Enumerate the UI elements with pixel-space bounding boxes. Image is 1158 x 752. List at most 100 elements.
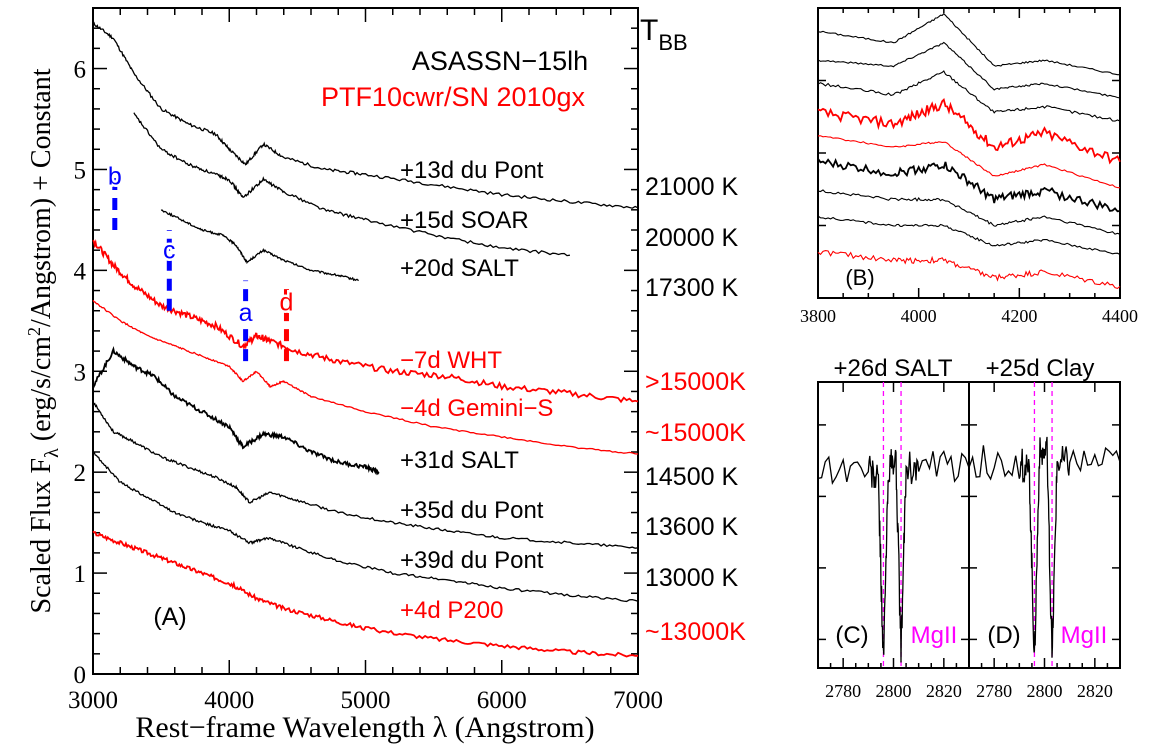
temperature-label: 20000 K	[645, 224, 738, 252]
spectrum-line	[817, 158, 1121, 213]
x-tick-label: 4000	[901, 306, 937, 326]
tbb-header-sub: BB	[658, 30, 687, 55]
x-tick-label: 2820	[926, 681, 962, 701]
panel-a-ticks: 3000 4000 5000 6000 7000 0 1 2 3 4 5 6	[68, 8, 663, 714]
series-label: +35d du Pont	[400, 497, 544, 524]
y-tick-label: 3	[74, 359, 87, 386]
spectrum-line	[92, 345, 380, 476]
spectrum-line	[817, 12, 1120, 76]
x-tick-label: 2820	[1077, 681, 1113, 701]
x-tick-label: 2800	[876, 681, 912, 701]
panel-c-title: +26d SALT	[834, 355, 953, 382]
tbb-header: TBB	[640, 14, 688, 55]
panel-d-ticks: 2780 2800 2820	[969, 382, 1120, 701]
x-tick-label: 4000	[204, 687, 254, 714]
panel-b: 3800 4000 4200 4400 (B)	[800, 7, 1138, 326]
spectrum-line	[817, 449, 970, 663]
temperature-label: 17300 K	[645, 274, 738, 302]
series-label: +31d SALT	[400, 447, 519, 474]
panel-b-series	[817, 12, 1121, 290]
y-tick-label: 2	[74, 460, 87, 487]
panel-d-series	[968, 436, 1121, 658]
tbb-header-main: T	[640, 14, 658, 47]
panel-b-ticks: 3800 4000 4200 4400	[800, 8, 1138, 326]
y-tick-label: 0	[74, 662, 87, 689]
series-label: +20d SALT	[400, 255, 519, 282]
series-label: +13d du Pont	[400, 157, 544, 184]
spectrum-line	[817, 41, 1121, 99]
temperature-label: 13600 K	[645, 513, 738, 541]
series-label: +4d P200	[400, 597, 503, 624]
series-label: +15d SOAR	[400, 207, 529, 234]
y-axis-label-sub: λ	[41, 448, 63, 458]
panel-c-mgii-label: MgII	[911, 622, 958, 649]
y-tick-label: 6	[74, 57, 87, 84]
series-label: +39d du Pont	[400, 547, 544, 574]
spectrum-line	[92, 21, 639, 209]
spectrum-line	[160, 209, 359, 282]
panel-d-mgii-label: MgII	[1061, 622, 1108, 649]
y-axis-label-prefix: Scaled Flux F	[26, 458, 57, 614]
spectrum-line	[817, 250, 1121, 290]
x-tick-label: 4200	[1001, 306, 1037, 326]
feature-label: a	[239, 299, 253, 327]
panel-d-title: +25d Clay	[986, 355, 1095, 382]
panel-c-label: (C)	[835, 622, 868, 649]
panel-c-ticks: 2780 2800 2820	[818, 382, 969, 701]
spectrum-line	[817, 70, 1121, 122]
temperature-label: 14500 K	[645, 463, 738, 491]
x-tick-label: 2780	[976, 681, 1012, 701]
legend-ptf: PTF10cwr/SN 2010gx	[321, 82, 586, 112]
panel-c: 2780 2800 2820 +26d SALT (C) MgII	[817, 355, 970, 701]
spectrum-line	[92, 451, 639, 603]
panel-a-series-labels: +13d du Pont +15d SOAR +20d SALT −7d WHT −4d…	[400, 157, 553, 624]
x-tick-label: 3000	[68, 687, 118, 714]
x-tick-label: 7000	[613, 687, 663, 714]
legend-asassn: ASASSN−15lh	[412, 46, 588, 76]
x-tick-label: 5000	[341, 687, 391, 714]
spectrum-line	[133, 112, 570, 257]
panel-a-annotations: b c a d	[105, 160, 296, 362]
spectrum-line	[968, 436, 1121, 658]
feature-label: d	[280, 289, 294, 317]
y-axis-label-mid: (erg/s/cm	[26, 336, 57, 448]
temperature-label: 13000 K	[645, 564, 738, 592]
spectrum-line	[92, 299, 639, 455]
spectrum-line	[817, 97, 1121, 165]
y-axis-label-sup: 2	[24, 327, 44, 336]
spectrum-line	[817, 215, 1121, 255]
temperature-label: ~13000K	[645, 618, 746, 646]
temperature-label: ~15000K	[645, 419, 746, 447]
y-tick-label: 4	[74, 258, 87, 285]
x-tick-label: 4400	[1102, 306, 1138, 326]
panel-d-label: (D)	[987, 622, 1020, 649]
temperature-label: >15000K	[645, 368, 746, 396]
x-tick-label: 3800	[800, 306, 836, 326]
spectrum-line	[92, 401, 639, 549]
panel-a-temperatures: 21000 K 20000 K 17300 K >15000K ~15000K 14500…	[645, 173, 746, 646]
x-tick-label: 6000	[477, 687, 527, 714]
series-label: −7d WHT	[400, 347, 502, 374]
panel-a: 3000 4000 5000 6000 7000 0 1 2 3 4 5 6 b c a d +13d du…	[24, 7, 746, 744]
y-tick-label: 5	[74, 157, 87, 184]
spectrum-line	[92, 238, 639, 404]
x-tick-label: 2800	[1027, 681, 1063, 701]
panel-a-label: (A)	[153, 603, 186, 631]
panel-c-series	[817, 449, 970, 663]
panel-d-line-markers	[1033, 382, 1053, 668]
panel-d: 2780 2800 2820 +25d Clay (D) MgII	[968, 355, 1121, 701]
y-axis-label-suffix: /Angstrom) + Constant	[26, 68, 57, 327]
spectrum-line	[817, 189, 1121, 235]
y-tick-label: 1	[74, 561, 87, 588]
panel-b-frame	[817, 7, 1121, 299]
series-label: −4d Gemini−S	[400, 395, 553, 422]
x-tick-label: 2780	[825, 681, 861, 701]
x-axis-label: Rest−frame Wavelength λ (Angstrom)	[135, 711, 594, 744]
y-axis-label: Scaled Flux Fλ (erg/s/cm2/Angstrom) + Co…	[24, 68, 63, 613]
spectrum-line	[92, 530, 638, 658]
spectrum-line	[817, 135, 1121, 189]
panel-b-label: (B)	[845, 265, 874, 290]
feature-label: c	[163, 236, 176, 264]
feature-label: b	[108, 163, 122, 191]
